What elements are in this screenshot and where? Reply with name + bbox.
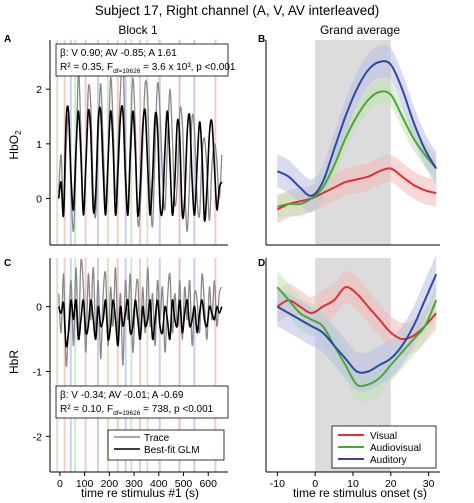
stimulus-band-visual [84,40,87,245]
panel-c-xlabel: time re stimulus #1 (s) [81,486,199,500]
best-fit-glm-line [57,298,223,348]
stimulus-band-visual [178,258,181,472]
x-tick-label: 10 [347,478,359,490]
x-tick-label: 30 [423,478,435,490]
stats-annotation-box [55,385,229,419]
plot-area [56,40,223,245]
panel-a-plot: 0 1 2 β: V 0.90; AV -0.85; A 1.61 R² = 0.35,… [36,40,236,246]
stimulus-band-audiovisual [106,258,109,472]
x-tick-label: 300 [125,478,143,490]
legend-box [107,429,225,461]
stimulus-band-audiovisual [146,258,149,472]
stimulus-band-auditory [96,258,99,472]
stimulus-band-audiovisual [74,40,77,245]
stimulus-band-auditory [158,258,161,472]
stimulus-band-visual [84,258,87,472]
legend-label: Best-fit GLM [144,445,200,456]
panel-d-xlabel: time re stimulus onset (s) [293,486,427,500]
x-tick-label: 100 [76,478,94,490]
stimulus-band-visual [63,258,66,472]
series-line-auditory [276,60,438,197]
stimulus-band-auditory [69,258,72,472]
x-tick-label: 200 [101,478,119,490]
stimulus-band-auditory [124,258,127,472]
y-tick-label: 2 [36,84,42,96]
x-tick-label: 0 [312,478,318,490]
panel-c-ylabel: HbR [7,350,21,374]
legend-label: Auditory [370,455,407,466]
panel-b-plot [265,40,440,246]
panel-a-ylabel: HbO2 [7,130,23,160]
stimulus-band-visual [139,258,141,472]
x-tick-label: 20 [385,478,397,490]
x-tick-label: 500 [175,478,193,490]
stats-line-1: β: V 0.90; AV -0.85; A 1.61 [60,48,177,59]
series-line-audiovisual [277,90,437,208]
legend-label: Trace [144,433,170,444]
stimulus-band-audiovisual [130,258,133,472]
series-line-visual [276,167,437,211]
y-tick-label: -1 [33,366,42,378]
stimulus-band-audiovisual [74,258,77,472]
panel-b-title: Grand average [320,23,400,37]
stimulus-band-visual [139,40,141,245]
stimulus-band-visual [116,258,119,472]
stats-annotation-box [55,43,229,77]
stimulus-band-visual [214,40,217,245]
stimulus-band-audiovisual [106,40,109,245]
panel-c-plot: -2 -1 0 0 100 200 300 400 500 600 β: V -0.34; AV -… [33,258,229,490]
stats-line-2: R² = 0.35, Fdf=19626 = 3.6 x 10³, p <0.0… [60,62,236,75]
x-tick-label: 0 [57,478,63,490]
stimulus-band-visual [63,40,66,245]
panel-label-d: D [258,258,265,269]
stats-line-1: β: V -0.34; AV -0.01; A -0.69 [60,390,184,401]
stimulus-band-audiovisual [56,40,59,245]
x-tick-label: 400 [150,478,168,490]
ci-band-auditory [277,44,437,213]
panel-a-title: Block 1 [118,23,158,37]
plot-area [56,258,223,472]
stimulus-band-auditory [158,40,161,245]
panel-label-c: C [4,258,11,269]
panel-label-a: A [4,34,11,45]
stimulus-band-auditory [193,40,196,245]
series-line-audiovisual [276,286,438,388]
series-line-auditory [276,273,438,374]
y-tick-label: 0 [36,194,42,206]
stats-line-2: R² = 0.10, Fdf=19626 = 738, p <0.001 [60,404,214,417]
stimulus-band-auditory [69,40,72,245]
y-tick-label: 1 [36,139,42,151]
x-tick-label: -10 [270,478,285,490]
y-tick-label: -2 [33,431,42,443]
stimulus-band-audiovisual [56,258,59,472]
x-tick-label: 600 [199,478,217,490]
stimulus-band-visual [214,258,217,472]
legend-label: Visual [370,431,397,442]
best-fit-glm-line [57,104,223,222]
figure-title: Subject 17, Right channel (A, V, AV inte… [95,3,379,18]
stimulus-band-auditory [193,258,196,472]
series-line-visual [276,286,437,341]
panel-label-b: B [258,34,265,45]
legend-label: Audiovisual [370,443,421,454]
y-tick-label: 0 [36,302,42,314]
